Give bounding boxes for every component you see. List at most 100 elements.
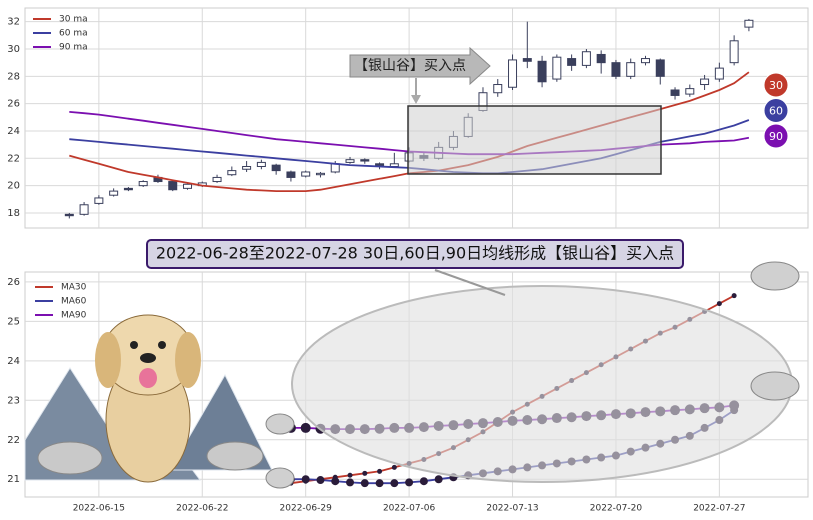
end-badge xyxy=(763,123,789,149)
ma-point xyxy=(375,479,384,488)
dog-tongue xyxy=(139,368,157,388)
x-tick-label: 2022-07-13 xyxy=(486,504,538,514)
end-badge-label: 30 xyxy=(769,79,783,92)
candle-body xyxy=(360,159,370,162)
candle-body xyxy=(94,197,104,204)
legend-label: MA30 xyxy=(61,283,87,293)
ingot xyxy=(265,413,295,435)
dog-nose xyxy=(140,353,156,363)
highlight-box xyxy=(407,105,662,175)
y-tick-label: 22 xyxy=(7,435,20,446)
ma-point xyxy=(377,468,383,474)
ma-point xyxy=(390,479,399,488)
candle-body xyxy=(64,213,74,217)
ma-point xyxy=(391,464,397,470)
x-tick-label: 2022-07-27 xyxy=(693,504,745,514)
candle-body xyxy=(626,62,636,77)
x-tick-label: 2022-06-29 xyxy=(280,504,333,514)
candle-body xyxy=(670,89,680,96)
y-tick-label: 24 xyxy=(7,356,20,367)
y-tick-label: 26 xyxy=(7,99,20,110)
ma-point xyxy=(419,477,428,486)
y-tick-label: 26 xyxy=(7,277,20,288)
candle-body xyxy=(315,172,325,176)
legend-label: MA90 xyxy=(61,311,87,321)
candle-body xyxy=(508,59,518,88)
candle-body xyxy=(256,161,266,168)
ma-point xyxy=(346,478,355,487)
candle-body xyxy=(655,59,665,77)
chart-title: 2022-06-28至2022-07-28 30日,60日,90日均线形成【银山… xyxy=(156,244,674,263)
ingot xyxy=(750,261,800,291)
candle-body xyxy=(79,204,89,215)
ma-point xyxy=(301,475,310,484)
legend-label: 30 ma xyxy=(59,15,88,25)
x-tick-label: 2022-06-22 xyxy=(176,504,228,514)
y-tick-label: 32 xyxy=(7,17,20,28)
ma-point xyxy=(331,477,340,486)
legend-label: 60 ma xyxy=(59,29,88,39)
candle-body xyxy=(493,84,503,94)
banner-pointer xyxy=(434,269,506,296)
y-tick-label: 21 xyxy=(7,474,20,485)
candle-body xyxy=(537,60,547,83)
candle-body xyxy=(271,164,281,172)
candle-body xyxy=(138,181,148,187)
ma-point xyxy=(362,470,368,476)
candle-body xyxy=(522,58,532,62)
candle-body xyxy=(212,176,222,183)
x-tick-label: 2022-07-20 xyxy=(590,504,643,514)
x-tick-label: 2022-06-15 xyxy=(73,504,125,514)
y-tick-label: 28 xyxy=(7,71,20,82)
y-tick-label: 23 xyxy=(7,395,20,406)
legend-label: MA60 xyxy=(61,297,87,307)
candle-body xyxy=(227,170,237,176)
decoration: 【银山谷】买入点 xyxy=(24,46,800,489)
ma-point xyxy=(405,478,414,487)
candle-body xyxy=(611,62,621,77)
candle-body xyxy=(596,53,606,64)
candle-body xyxy=(109,190,119,196)
end-badge xyxy=(763,98,789,123)
ingot xyxy=(206,441,264,471)
candle-body xyxy=(389,163,399,168)
candle-body xyxy=(168,181,178,191)
dog-ear xyxy=(175,332,201,388)
candle-body xyxy=(301,171,311,177)
y-tick-label: 20 xyxy=(7,181,20,192)
ma-point xyxy=(316,476,325,485)
ma-point xyxy=(434,475,443,484)
ma-point xyxy=(716,301,722,307)
ma-point xyxy=(731,293,737,299)
annotation: 【银山谷】买入点 xyxy=(354,58,466,74)
ma-point xyxy=(360,479,369,488)
y-tick-label: 22 xyxy=(7,153,20,164)
annotation-arrow xyxy=(349,46,491,86)
annotation-pointer-head xyxy=(411,95,421,104)
ingot xyxy=(37,441,103,475)
candle-body xyxy=(242,166,252,170)
ingot xyxy=(750,371,800,401)
dog-eye xyxy=(130,341,138,349)
candle-body xyxy=(581,51,591,66)
candle-body xyxy=(330,163,340,173)
candle-body xyxy=(345,159,355,163)
candle-body xyxy=(286,171,296,178)
highlight-ellipse xyxy=(291,285,793,483)
end-badge-label: 60 xyxy=(769,105,783,118)
candle-body xyxy=(123,187,133,191)
dog-eye xyxy=(158,341,166,349)
ingot xyxy=(265,467,295,489)
y-tick-label: 30 xyxy=(7,44,20,55)
y-tick-label: 24 xyxy=(7,126,20,137)
end-badge-label: 90 xyxy=(769,130,783,143)
candle-body xyxy=(552,56,562,80)
ma-point xyxy=(347,472,353,478)
y-tick-label: 25 xyxy=(7,316,20,327)
candle-body xyxy=(567,58,577,66)
x-tick-label: 2022-07-06 xyxy=(383,504,436,514)
candle-body xyxy=(640,58,650,64)
candle-body xyxy=(685,88,695,95)
ma-point xyxy=(300,422,311,433)
